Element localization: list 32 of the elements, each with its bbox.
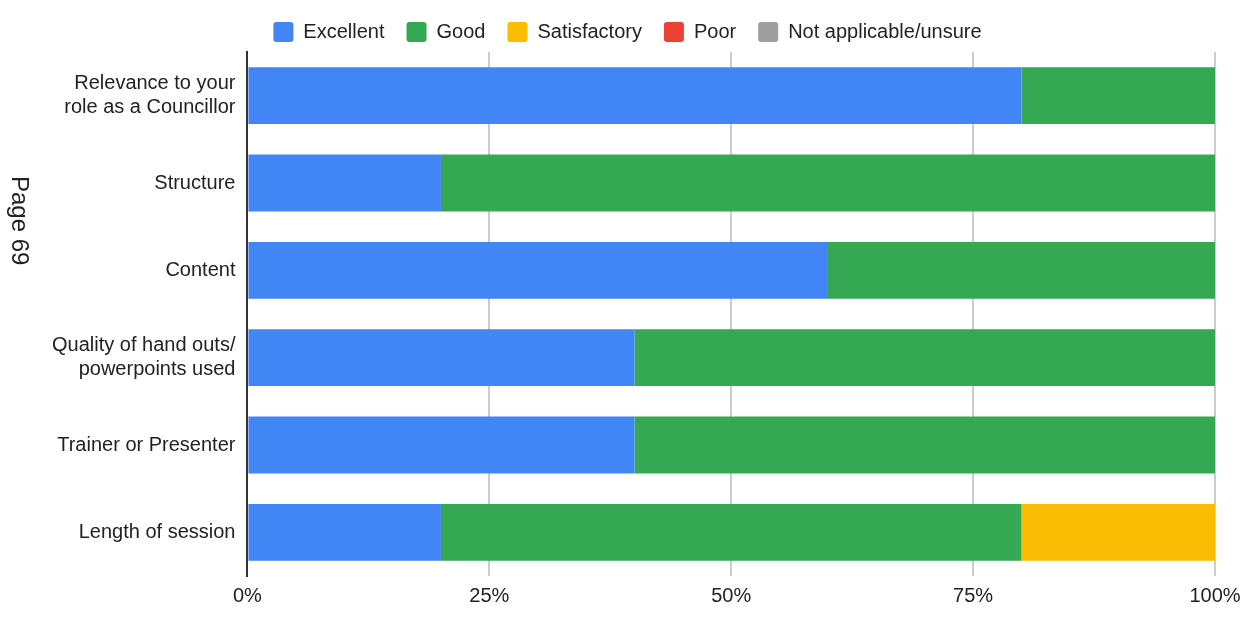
legend-label: Not applicable/unsure [788, 19, 982, 42]
category-label: Quality of hand outs/ [51, 333, 236, 356]
y-tick-label: Length of session [78, 519, 236, 542]
bar [440, 154, 1215, 212]
legend-label: Poor [693, 19, 737, 42]
bar [1021, 503, 1215, 561]
x-tick-label: 0% [232, 583, 263, 606]
bar [248, 241, 828, 299]
y-tick-label: Content [165, 257, 236, 280]
bar [248, 503, 441, 561]
x-tick-label: 75% [953, 583, 994, 606]
category-label: role as a Councillor [64, 95, 236, 118]
bar [248, 67, 1022, 125]
bar [634, 329, 1215, 387]
bar [634, 416, 1215, 474]
x-tick-label: 50% [711, 583, 752, 606]
legend-label: Good [436, 19, 486, 42]
bar [440, 503, 1022, 561]
legend-label: Satisfactory [537, 19, 642, 42]
legend-label: Excellent [303, 19, 385, 42]
category-label: Relevance to your [74, 71, 236, 94]
x-tick-label: 100% [1189, 583, 1241, 606]
category-label: powerpoints used [78, 357, 236, 380]
y-tick-label: Structure [154, 170, 236, 193]
bar [827, 241, 1215, 299]
x-tick-label: 25% [469, 583, 510, 606]
bar [248, 154, 441, 212]
bar [248, 329, 635, 387]
text: Page 69 [6, 176, 34, 266]
y-tick-label: Trainer or Presenter [57, 432, 236, 455]
bar [248, 416, 635, 474]
bar [1021, 67, 1215, 125]
